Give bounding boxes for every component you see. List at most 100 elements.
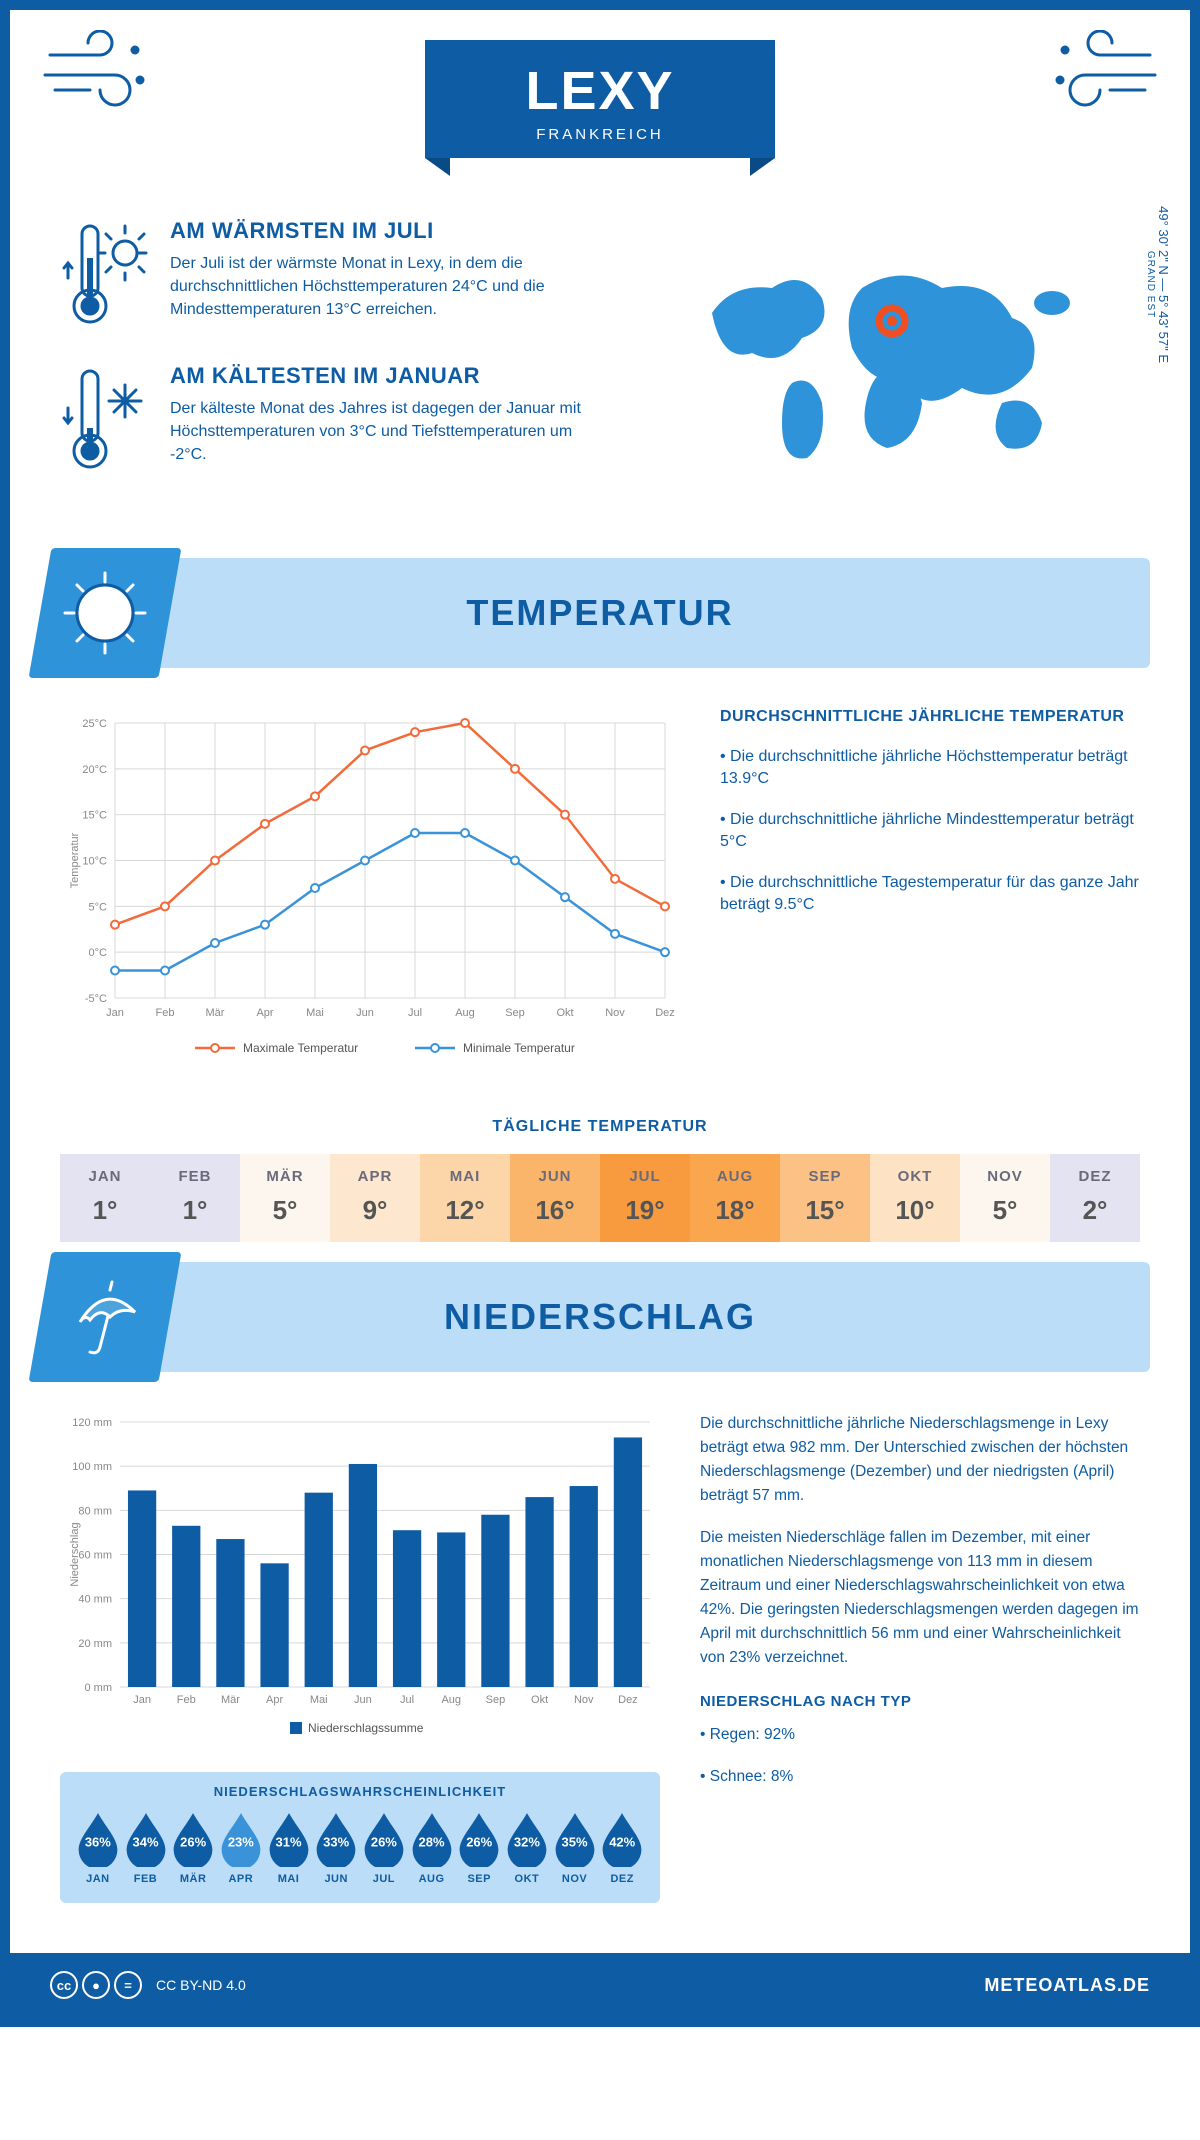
temp-note-2: • Die durchschnittliche jährliche Mindes… xyxy=(720,809,1140,854)
svg-text:Niederschlagssumme: Niederschlagssumme xyxy=(308,1721,424,1735)
cc-icon: cc xyxy=(50,1971,78,1999)
coldest-text: Der kälteste Monat des Jahres ist dagege… xyxy=(170,397,605,467)
prob-drop: 32% OKT xyxy=(503,1811,551,1885)
svg-text:Minimale Temperatur: Minimale Temperatur xyxy=(463,1041,575,1055)
footer-license: cc ● = CC BY-ND 4.0 xyxy=(50,1971,246,1999)
precip-type-1: • Regen: 92% xyxy=(700,1723,1140,1747)
thermometer-hot-icon xyxy=(60,218,150,333)
svg-text:Dez: Dez xyxy=(655,1007,675,1019)
warmest-title: AM WÄRMSTEN IM JULI xyxy=(170,218,605,244)
cc-icons: cc ● = xyxy=(50,1971,142,1999)
prob-drop: 23% APR xyxy=(217,1811,265,1885)
nd-icon: = xyxy=(114,1971,142,1999)
svg-text:25°C: 25°C xyxy=(82,718,107,730)
svg-text:5°C: 5°C xyxy=(89,901,108,913)
umbrella-icon xyxy=(29,1252,182,1382)
temp-notes-title: DURCHSCHNITTLICHE JÄHRLICHE TEMPERATUR xyxy=(720,708,1140,726)
daily-cell: JAN1° xyxy=(60,1154,150,1242)
footer: cc ● = CC BY-ND 4.0 METEOATLAS.DE xyxy=(10,1953,1190,2017)
daily-cell: AUG18° xyxy=(690,1154,780,1242)
svg-text:40 mm: 40 mm xyxy=(78,1594,112,1606)
precipitation-section-header: NIEDERSCHLAG xyxy=(50,1262,1150,1372)
wind-icon xyxy=(1040,30,1160,115)
sun-icon xyxy=(29,548,182,678)
svg-text:Maximale Temperatur: Maximale Temperatur xyxy=(243,1041,358,1055)
temperature-section-header: TEMPERATUR xyxy=(50,558,1150,668)
region-label: GRAND EST xyxy=(1145,206,1156,363)
precipitation-chart: 0 mm 20 mm 40 mm 60 mm 80 mm 100 mm 120 mm Jan F… xyxy=(60,1412,660,1742)
intro-row: AM WÄRMSTEN IM JULI Der Juli ist der wär… xyxy=(10,178,1190,538)
svg-text:20 mm: 20 mm xyxy=(78,1638,112,1650)
facts-column: AM WÄRMSTEN IM JULI Der Juli ist der wär… xyxy=(60,218,605,508)
precip-para-2: Die meisten Niederschläge fallen im Deze… xyxy=(700,1526,1140,1670)
svg-text:120 mm: 120 mm xyxy=(72,1417,112,1429)
svg-text:Apr: Apr xyxy=(256,1007,273,1019)
svg-text:Mai: Mai xyxy=(306,1007,324,1019)
svg-text:0 mm: 0 mm xyxy=(85,1682,113,1694)
prob-drop: 36% JAN xyxy=(74,1811,122,1885)
warmest-fact: AM WÄRMSTEN IM JULI Der Juli ist der wär… xyxy=(60,218,605,333)
svg-text:Apr: Apr xyxy=(266,1694,283,1706)
svg-text:Mär: Mär xyxy=(206,1007,225,1019)
svg-text:Feb: Feb xyxy=(156,1007,175,1019)
license-text: CC BY-ND 4.0 xyxy=(156,1977,246,1993)
prob-drop: 28% AUG xyxy=(408,1811,456,1885)
daily-cell: JUN16° xyxy=(510,1154,600,1242)
prob-drop: 34% FEB xyxy=(122,1811,170,1885)
svg-text:Nov: Nov xyxy=(605,1007,625,1019)
daily-cell: OKT10° xyxy=(870,1154,960,1242)
temperature-notes: DURCHSCHNITTLICHE JÄHRLICHE TEMPERATUR •… xyxy=(720,708,1140,1073)
coldest-title: AM KÄLTESTEN IM JANUAR xyxy=(170,363,605,389)
prob-drop: 42% DEZ xyxy=(598,1811,646,1885)
precip-type-title: NIEDERSCHLAG NACH TYP xyxy=(700,1690,1140,1713)
svg-text:Feb: Feb xyxy=(177,1694,196,1706)
svg-text:Nov: Nov xyxy=(574,1694,594,1706)
svg-text:20°C: 20°C xyxy=(82,764,107,776)
city-name: LEXY xyxy=(525,60,674,122)
coordinates: 49° 30' 2" N — 5° 43' 57" E GRAND EST xyxy=(1145,206,1171,363)
coords-text: 49° 30' 2" N — 5° 43' 57" E xyxy=(1156,206,1171,363)
svg-text:Jun: Jun xyxy=(356,1007,374,1019)
svg-text:Jul: Jul xyxy=(400,1694,414,1706)
coldest-fact: AM KÄLTESTEN IM JANUAR Der kälteste Mona… xyxy=(60,363,605,478)
warmest-text: Der Juli ist der wärmste Monat in Lexy, … xyxy=(170,252,605,322)
daily-cell: FEB1° xyxy=(150,1154,240,1242)
daily-temp-title: TÄGLICHE TEMPERATUR xyxy=(10,1118,1190,1136)
wind-icon xyxy=(40,30,160,115)
svg-text:Niederschlag: Niederschlag xyxy=(69,1522,81,1586)
daily-cell: JUL19° xyxy=(600,1154,690,1242)
temperature-body: -5°C0°C5°C10°C15°C20°C25°CJanFebMärAprMa… xyxy=(10,668,1190,1093)
precipitation-left: 0 mm 20 mm 40 mm 60 mm 80 mm 100 mm 120 mm Jan F… xyxy=(60,1412,660,1903)
svg-text:Sep: Sep xyxy=(486,1694,506,1706)
svg-text:Jul: Jul xyxy=(408,1007,422,1019)
header: LEXY FRANKREICH xyxy=(10,10,1190,178)
by-icon: ● xyxy=(82,1971,110,1999)
precipitation-body: 0 mm 20 mm 40 mm 60 mm 80 mm 100 mm 120 mm Jan F… xyxy=(10,1372,1190,1923)
svg-text:Aug: Aug xyxy=(441,1694,461,1706)
daily-temp-grid: JAN1°FEB1°MÄR5°APR9°MAI12°JUN16°JUL19°AU… xyxy=(60,1154,1140,1242)
temp-note-3: • Die durchschnittliche Tagestemperatur … xyxy=(720,872,1140,917)
world-map: 49° 30' 2" N — 5° 43' 57" E GRAND EST xyxy=(645,218,1140,508)
daily-cell: NOV5° xyxy=(960,1154,1050,1242)
temp-note-1: • Die durchschnittliche jährliche Höchst… xyxy=(720,746,1140,791)
svg-text:Dez: Dez xyxy=(618,1694,638,1706)
country-name: FRANKREICH xyxy=(525,126,674,143)
probability-box: NIEDERSCHLAGSWAHRSCHEINLICHKEIT 36% JAN … xyxy=(60,1772,660,1903)
svg-text:Jan: Jan xyxy=(106,1007,124,1019)
svg-text:100 mm: 100 mm xyxy=(72,1461,112,1473)
svg-text:Jan: Jan xyxy=(133,1694,151,1706)
svg-text:15°C: 15°C xyxy=(82,810,107,822)
probability-title: NIEDERSCHLAGSWAHRSCHEINLICHKEIT xyxy=(70,1784,650,1799)
temperature-chart: -5°C0°C5°C10°C15°C20°C25°CJanFebMärAprMa… xyxy=(60,708,680,1073)
prob-drop: 26% MÄR xyxy=(169,1811,217,1885)
prob-drop: 26% SEP xyxy=(455,1811,503,1885)
daily-cell: DEZ2° xyxy=(1050,1154,1140,1242)
svg-text:-5°C: -5°C xyxy=(85,993,107,1005)
probability-drops: 36% JAN 34% FEB 26% MÄR 23% APR 31% MAI … xyxy=(70,1811,650,1885)
svg-text:80 mm: 80 mm xyxy=(78,1505,112,1517)
svg-text:Okt: Okt xyxy=(556,1007,573,1019)
svg-text:Mai: Mai xyxy=(310,1694,328,1706)
temperature-title: TEMPERATUR xyxy=(466,592,733,634)
svg-text:60 mm: 60 mm xyxy=(78,1550,112,1562)
svg-text:Okt: Okt xyxy=(531,1694,548,1706)
